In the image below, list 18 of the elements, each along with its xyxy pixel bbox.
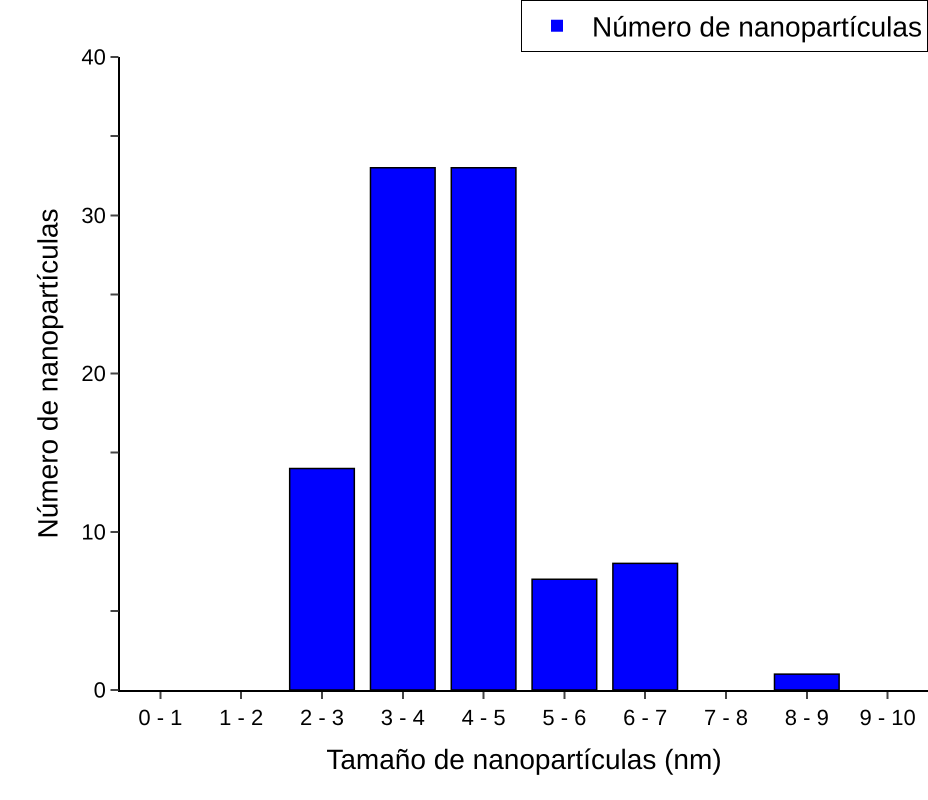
legend-label: Número de nanopartículas (592, 12, 922, 43)
x-tick-label: 4 - 5 (462, 705, 506, 730)
y-tick-label: 40 (81, 44, 106, 70)
y-tick-label: 30 (81, 202, 106, 228)
x-tick-label: 1 - 2 (219, 705, 264, 730)
x-tick-label: 0 - 1 (138, 705, 182, 730)
x-tick-label: 3 - 4 (380, 705, 425, 730)
x-tick-label: 5 - 6 (542, 705, 586, 730)
x-tick-label: 9 - 10 (859, 705, 916, 730)
x-axis-title: Tamaño de nanopartículas (nm) (326, 744, 722, 775)
x-tick-label: 7 - 8 (704, 705, 748, 730)
y-axis-title: Número de nanopartículas (32, 208, 64, 538)
y-tick-label: 0 (94, 678, 106, 703)
x-tick-label: 8 - 9 (784, 705, 829, 730)
y-tick-label: 20 (81, 361, 106, 386)
y-tick-label: 10 (81, 519, 106, 544)
x-tick-label: 2 - 3 (300, 705, 344, 730)
x-tick-label: 6 - 7 (623, 705, 668, 730)
